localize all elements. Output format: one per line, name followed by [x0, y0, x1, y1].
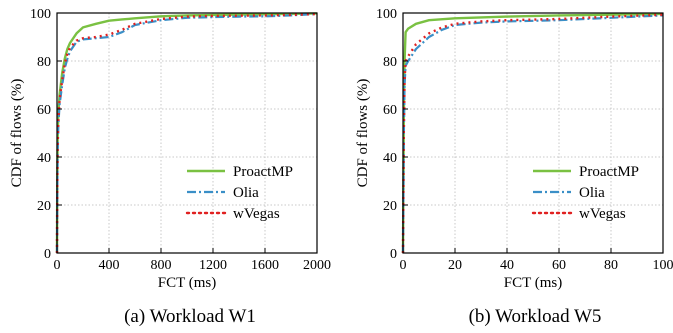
y-tick-label: 40 — [37, 151, 51, 166]
series-line-olia — [55, 12, 318, 254]
legend-label-olia: Olia — [233, 185, 259, 201]
chart-panel-2: 0 20 40 60 80 100 0 20 40 60 80 100 FCT (ms) CDF of f… — [355, 7, 673, 327]
y-tick-label: 100 — [30, 7, 51, 22]
x-tick-label: 60 — [552, 258, 566, 273]
legend: ProactMP Olia wVegas — [185, 164, 293, 222]
y-tick-label: 80 — [383, 55, 397, 70]
y-tick-label: 60 — [37, 103, 51, 118]
y-tick-label: 0 — [44, 247, 51, 262]
legend: ProactMP Olia wVegas — [531, 164, 639, 222]
chart-caption: (a) Workload W1 — [124, 306, 256, 327]
chart-caption: (b) Workload W5 — [469, 306, 602, 327]
legend-label-wvegas: wVegas — [233, 206, 280, 222]
y-tick-label: 100 — [376, 7, 397, 22]
y-tick-label: 20 — [37, 199, 51, 214]
y-tick-label: 0 — [390, 247, 397, 262]
series-line-wvegas — [401, 13, 664, 254]
legend-label-proactmp: ProactMP — [579, 164, 639, 180]
x-tick-label: 100 — [653, 258, 673, 273]
series-line-olia — [401, 14, 664, 254]
y-tick-label: 20 — [383, 199, 397, 214]
y-axis-label: CDF of flows (%) — [9, 79, 25, 188]
chart-panel-1: 0 400 800 1200 1600 2000 0 20 40 60 80 100 FCT (ms) C… — [9, 7, 331, 327]
x-tick-label: 1600 — [251, 258, 279, 273]
legend-label-proactmp: ProactMP — [233, 164, 293, 180]
x-tick-label: 800 — [151, 258, 172, 273]
y-tick-label: 60 — [383, 103, 397, 118]
legend-label-olia: Olia — [579, 185, 605, 201]
x-tick-label: 20 — [448, 258, 462, 273]
x-axis-label: FCT (ms) — [504, 275, 562, 291]
x-tick-label: 0 — [400, 258, 407, 273]
legend-label-wvegas: wVegas — [579, 206, 626, 222]
y-tick-label: 80 — [37, 55, 51, 70]
x-axis-label: FCT (ms) — [158, 275, 216, 291]
plot-frame — [56, 12, 318, 254]
x-tick-label: 80 — [604, 258, 618, 273]
y-axis-label: CDF of flows (%) — [355, 79, 371, 188]
x-tick-label: 40 — [500, 258, 514, 273]
plot-frame — [402, 12, 664, 254]
x-tick-label: 0 — [54, 258, 61, 273]
x-tick-label: 1200 — [199, 258, 227, 273]
x-tick-label: 400 — [99, 258, 120, 273]
x-tick-label: 2000 — [303, 258, 331, 273]
y-tick-label: 40 — [383, 151, 397, 166]
